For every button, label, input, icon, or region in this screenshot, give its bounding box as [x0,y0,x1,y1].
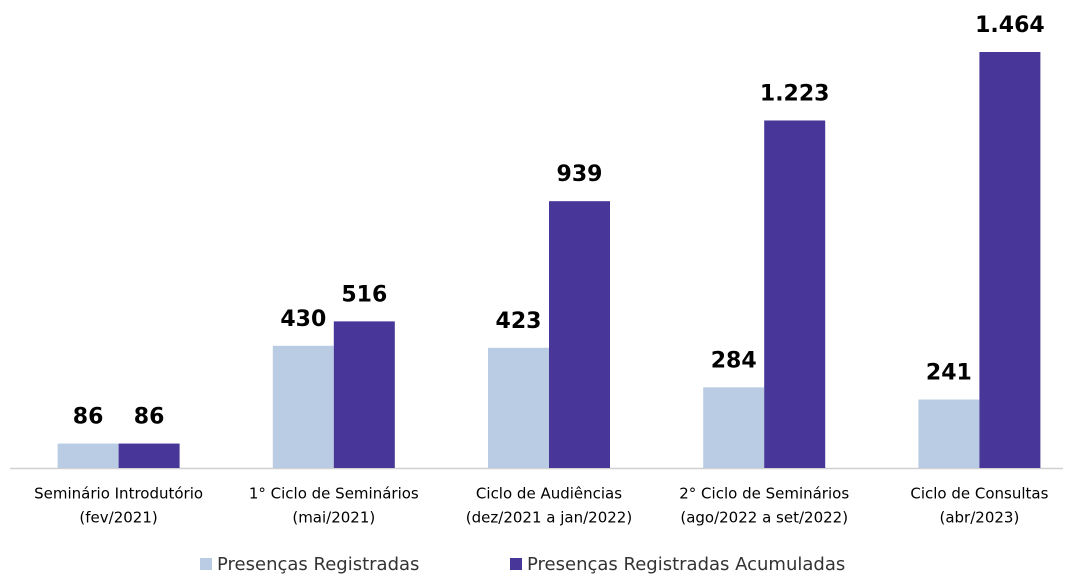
data-label: 86 [134,405,165,430]
bar [918,399,980,468]
bar [272,345,334,468]
x-tick-label: 2° Ciclo de Seminários [679,485,849,503]
x-tick-label: 1° Ciclo de Seminários [249,485,419,503]
legend-swatch [200,558,212,570]
data-label: 1.223 [760,81,830,106]
data-label: 423 [496,309,542,334]
legend-label: Presenças Registradas Acumuladas [527,554,845,575]
bar [979,52,1041,468]
legend-label: Presenças Registradas [217,554,419,575]
x-tick-label: (abr/2023) [939,509,1019,527]
data-label: 430 [280,307,326,332]
data-label: 86 [73,405,104,430]
bar [118,443,180,468]
data-label: 1.464 [975,13,1045,38]
bar [703,387,765,468]
bar [57,443,119,468]
x-tick-label: Seminário Introdutório [34,485,203,503]
data-label: 241 [926,361,972,386]
x-tick-label: (ago/2022 a set/2022) [680,509,848,527]
x-tick-label: Ciclo de Audiências [476,485,622,503]
x-tick-label: (dez/2021 a jan/2022) [466,509,632,527]
bar [764,120,826,469]
bar [333,321,395,468]
bar [549,201,610,468]
x-tick-label: Ciclo de Consultas [910,485,1048,503]
data-label: 939 [557,162,603,187]
legend-swatch [510,558,522,570]
x-tick-label: (fev/2021) [79,509,157,527]
x-tick-label: (mai/2021) [292,509,375,527]
data-label: 284 [711,348,757,373]
data-label: 516 [341,282,387,307]
bar [488,347,549,468]
